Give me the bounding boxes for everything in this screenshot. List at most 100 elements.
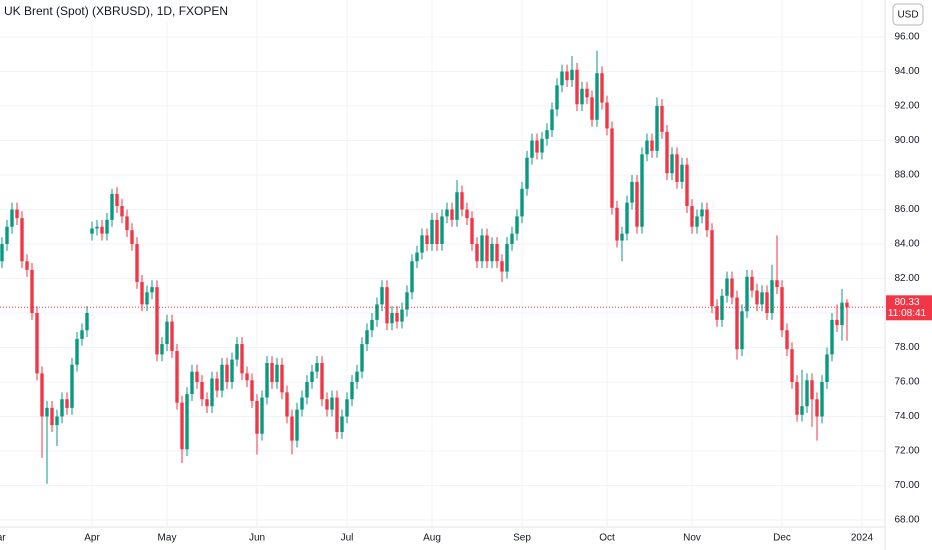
candle-body [485,235,489,262]
candle-body [15,209,19,219]
candle-body [455,192,459,220]
candle-body [745,276,749,312]
candle-body [475,244,479,262]
candle-body [335,397,339,433]
candle-body [45,407,49,417]
candle-body [115,193,119,207]
x-tick-label: Dec [773,533,791,544]
candle-body [215,378,219,391]
candle-body [425,235,429,244]
candle-body [60,399,64,417]
candle-body [765,292,769,313]
candle-body [265,363,269,398]
candle-body [165,321,169,345]
candle-body [630,181,634,203]
candle-body [675,154,679,182]
candle-body [520,188,524,217]
candle-body [325,399,329,410]
candle-body [480,235,484,262]
candle-body [230,359,234,382]
x-tick-label: Sep [513,533,531,544]
candle-body [50,407,54,426]
candle-body [290,416,294,441]
y-tick-label: 82.00 [894,273,919,284]
candle-body [240,344,244,374]
candle-body [320,363,324,400]
candle-body [465,209,469,219]
candle-body [395,313,399,322]
candle-body [90,228,94,234]
candle-body [420,235,424,253]
candle-body [645,140,649,155]
candle-body [110,193,114,220]
candle-body [620,233,624,241]
x-tick-label: May [158,533,177,544]
candle-body [365,330,369,345]
candle-body [20,218,24,262]
candle-body [170,321,174,351]
candle-body [570,69,574,81]
candle-body [130,230,134,244]
candle-body [345,399,349,417]
candle-body [355,371,359,382]
candle-body [25,261,29,270]
candle-body [105,219,109,234]
candle-body [550,109,554,131]
y-tick-label: 84.00 [894,239,919,250]
candle-body [605,102,609,129]
candle-body [300,397,304,410]
candle-body [595,73,599,120]
candle-body [410,261,414,293]
candle-body [525,157,529,189]
candle-body [555,85,559,110]
candle-body [830,319,834,355]
candle-body [505,244,509,272]
candle-body [275,364,279,382]
candle-body [545,130,549,139]
candle-body [55,416,59,426]
candle-body [340,416,344,433]
y-tick-label: 96.00 [894,32,919,43]
currency-button[interactable] [892,3,924,26]
candle-body [785,330,789,350]
candle-body [150,287,154,293]
candle-body [680,164,684,182]
candle-body [375,304,379,320]
candle-body [575,69,579,105]
candle-body [380,287,384,305]
candle-body [35,313,39,374]
candle-body [590,97,594,120]
y-tick-label: 78.00 [894,342,919,353]
candle-body [350,382,354,400]
candle-body [825,354,829,382]
candle-body [250,380,254,401]
candle-body [510,233,514,244]
candle-body [815,399,819,417]
candle-body [370,319,374,331]
candle-body [205,399,209,407]
candle-body [500,261,504,272]
y-tick-label: 70.00 [894,480,919,491]
candle-body [400,309,404,322]
candle-body [430,219,434,244]
candle-body [670,154,674,174]
y-tick-label: 90.00 [894,135,919,146]
candle-body [125,216,129,231]
candle-body [255,400,259,434]
candle-body [100,226,104,234]
candle-body [835,319,839,326]
candle-body [565,71,569,81]
candle-body [95,226,99,229]
candle-body [820,382,824,417]
candle-body [80,330,84,339]
y-tick-label: 86.00 [894,204,919,215]
candle-body [615,207,619,241]
candle-body [40,373,44,417]
candle-body [750,276,754,291]
candle-body [185,394,189,450]
y-tick-label: 88.00 [894,170,919,181]
currency-label[interactable]: USD [897,10,918,21]
candle-body [0,244,4,262]
candle-body [120,206,124,217]
candle-body [740,311,744,350]
